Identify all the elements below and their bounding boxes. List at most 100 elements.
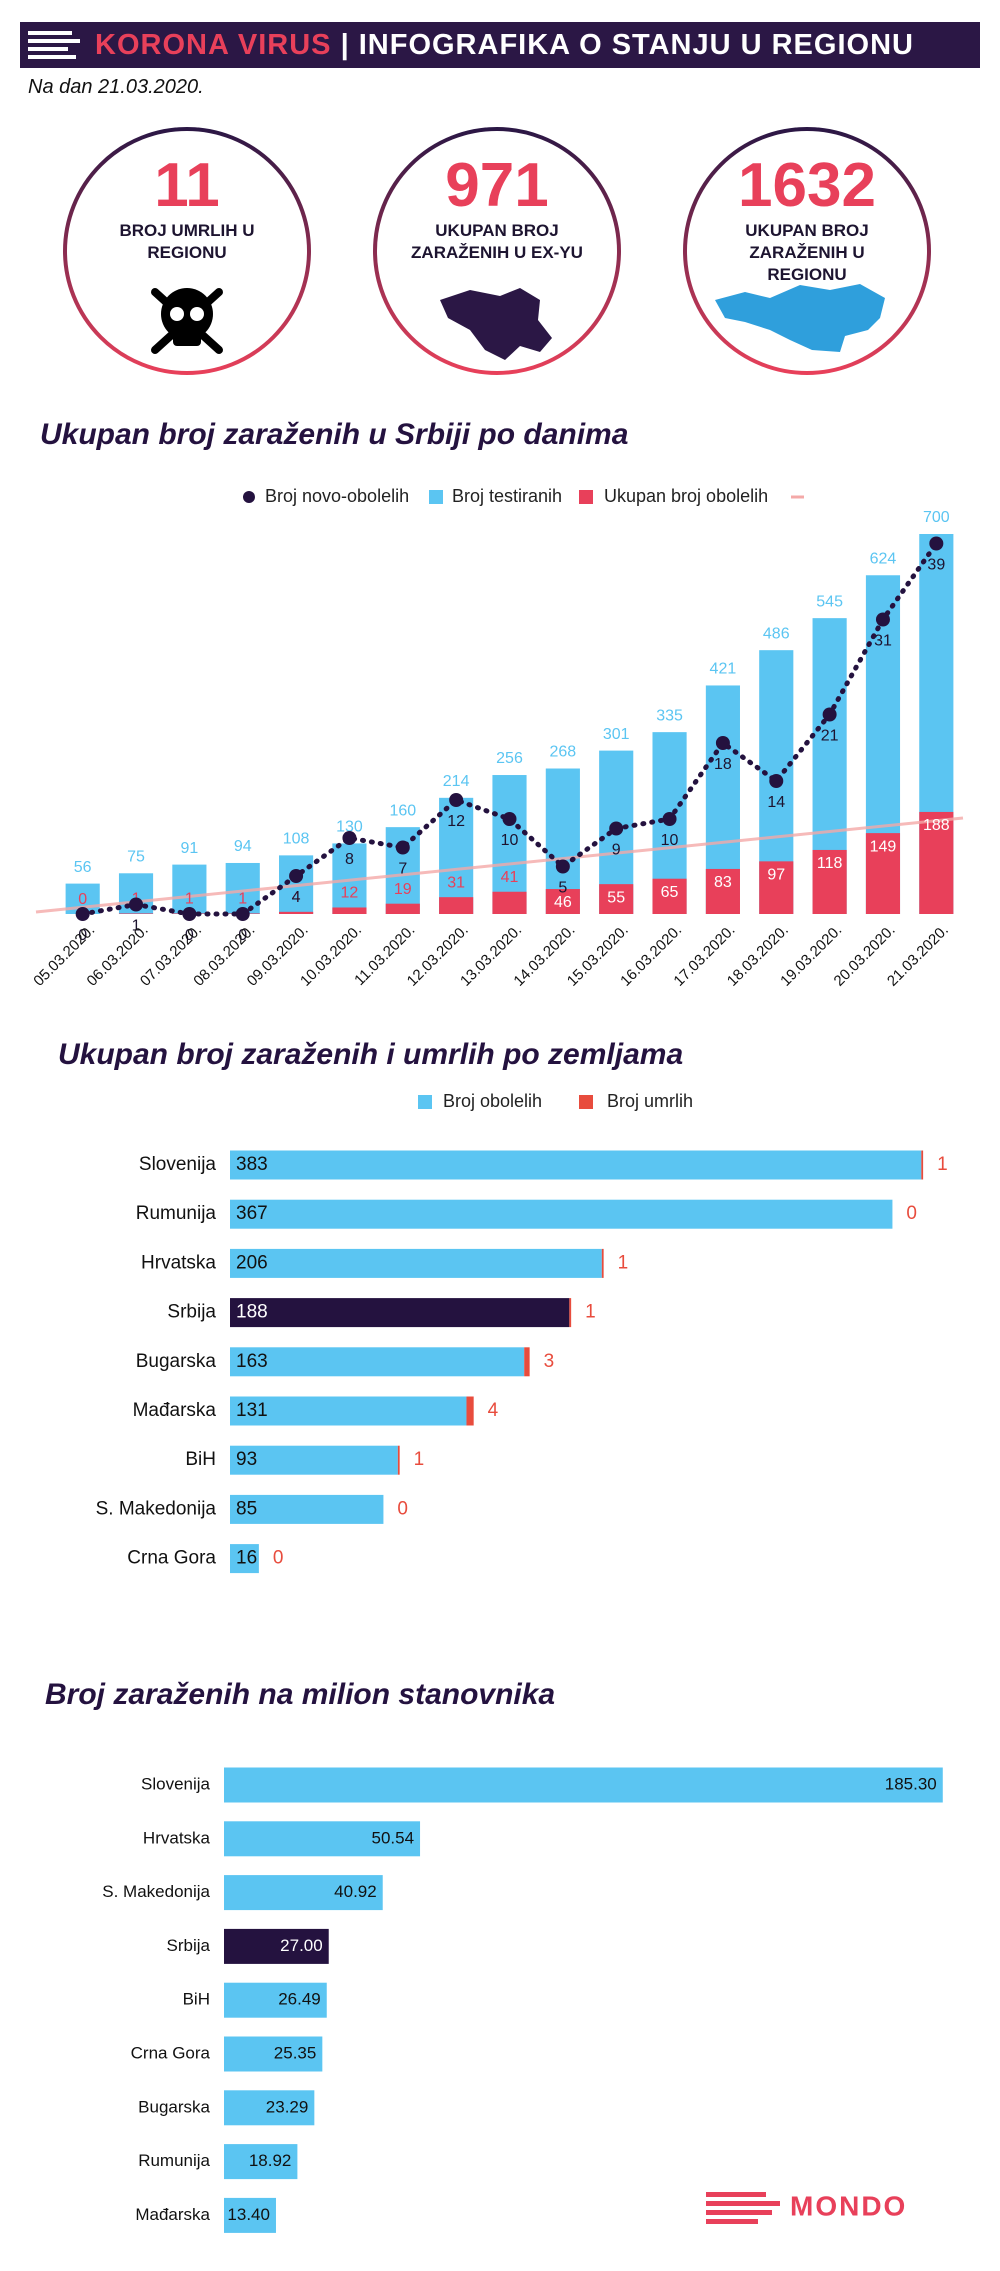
value-label: 160 <box>389 802 416 819</box>
stat-label: UKUPAN BROJ ZARAŽENIH U EX-YU <box>411 221 583 262</box>
chart-title: Ukupan broj zaraženih i umrlih po zemlja… <box>58 1038 683 1071</box>
value-label: 149 <box>870 838 897 855</box>
value-label: 0 <box>185 927 194 944</box>
bar <box>812 849 847 914</box>
value-label: 206 <box>236 1252 268 1273</box>
legend-swatch <box>579 490 593 504</box>
header-bar <box>20 22 980 68</box>
y-tick-label: Rumunija <box>138 2151 210 2170</box>
value-label: 4 <box>292 889 301 906</box>
point <box>75 907 90 921</box>
stat-circle <box>63 127 311 375</box>
value-label: 130 <box>336 819 363 836</box>
stat-label: BROJ UMRLIH U REGIONU <box>119 221 255 262</box>
bar <box>865 833 901 914</box>
y-tick-label: Srbija <box>167 1936 211 1955</box>
value-label: 16 <box>236 1548 257 1569</box>
bar <box>118 913 154 914</box>
chart-title: Ukupan broj zaraženih u Srbiji po danima <box>40 418 628 451</box>
value-label: 0 <box>906 1203 917 1224</box>
point <box>822 707 837 722</box>
chart-title: Broj zaraženih na milion stanovnika <box>45 1678 555 1711</box>
value-label: 31 <box>874 633 892 650</box>
bar <box>230 1445 398 1475</box>
stat-value: 971 <box>445 151 549 220</box>
legend-swatch <box>429 490 443 504</box>
legend-label: Ukupan broj obolelih <box>604 486 768 506</box>
point <box>129 897 144 912</box>
bar <box>759 861 794 914</box>
value-label: 50.54 <box>371 1828 414 1847</box>
bar <box>230 1298 570 1328</box>
y-tick-label: BiH <box>185 1449 216 1470</box>
value-label: 83 <box>714 874 732 891</box>
value-label: 10 <box>661 832 679 849</box>
bar <box>172 864 207 914</box>
bar <box>919 811 954 914</box>
legend-label: Broj umrlih <box>607 1091 693 1111</box>
bar <box>652 878 687 914</box>
date: Na dan 21.03.2020. <box>28 76 204 98</box>
y-tick-label: Mađarska <box>133 1400 217 1421</box>
y-tick-label: BiH <box>183 1990 210 2009</box>
bar <box>230 1248 602 1278</box>
legend-label: Broj novo-obolelih <box>265 486 409 506</box>
value-label: 4 <box>292 889 301 906</box>
value-label: 41 <box>501 869 519 886</box>
bar <box>279 911 314 914</box>
value-label: 12 <box>447 813 465 830</box>
bar <box>492 775 527 914</box>
point <box>182 907 197 921</box>
point <box>342 831 357 845</box>
value-label: 1 <box>414 1449 425 1470</box>
bar <box>439 797 474 914</box>
value-label: 10 <box>501 832 519 849</box>
bar <box>224 2197 276 2233</box>
value-label: 0 <box>78 927 87 944</box>
legend-swatch <box>418 1095 432 1109</box>
y-tick-label: Slovenija <box>139 1154 217 1175</box>
value-label: 18.92 <box>249 2151 292 2170</box>
point <box>769 774 784 788</box>
stat-value: 1632 <box>738 151 876 220</box>
value-label: 14 <box>767 794 785 811</box>
value-label: 624 <box>870 550 897 567</box>
value-label: 18 <box>714 756 732 773</box>
bar <box>230 1347 525 1377</box>
value-label: 39 <box>927 557 945 574</box>
value-label: 1 <box>585 1302 596 1323</box>
value-label: 188 <box>236 1302 268 1323</box>
value-label: 91 <box>180 840 198 857</box>
bar <box>230 1396 467 1426</box>
y-tick-label: Crna Gora <box>131 2043 211 2062</box>
header-rest: | INFOGRAFIKA O STANJU U REGIONU <box>340 28 914 61</box>
value-label: 301 <box>603 726 630 743</box>
stat-circle <box>373 127 621 375</box>
value-label: 12 <box>341 885 359 902</box>
value-label: 131 <box>236 1400 268 1421</box>
value-label: 31 <box>447 874 465 891</box>
value-label: 1 <box>132 918 141 935</box>
bar <box>230 1150 922 1180</box>
value-label: 75 <box>127 849 145 866</box>
exyu-map <box>440 288 552 360</box>
point <box>555 859 570 874</box>
bar <box>224 1982 327 2018</box>
point <box>502 812 517 826</box>
value-label: 1 <box>238 891 247 908</box>
region-map <box>715 284 885 352</box>
mondo-logo <box>706 2192 780 2224</box>
legend-label: Broj testiranih <box>452 486 562 506</box>
bar <box>224 2090 315 2126</box>
bar <box>224 1928 329 1964</box>
bar <box>224 1821 421 1857</box>
value-label: 383 <box>236 1154 268 1175</box>
value-label: 97 <box>767 867 785 884</box>
value-label: 46 <box>554 894 572 911</box>
y-tick-label: S. Makedonija <box>102 1882 210 1901</box>
bar <box>524 1347 530 1377</box>
legend-swatch <box>243 491 255 503</box>
value-label: 0 <box>397 1498 408 1519</box>
y-tick-label: Crna Gora <box>127 1548 216 1569</box>
